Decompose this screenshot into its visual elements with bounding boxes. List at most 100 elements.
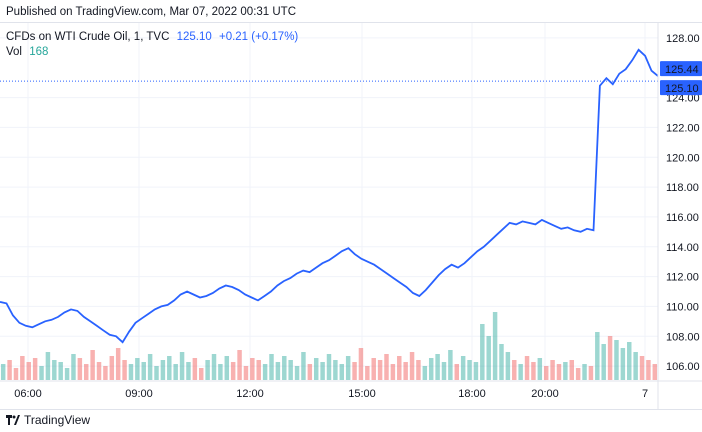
chart-area[interactable]: 106.00 108.00 110.00 112.00 114.00 116.00 118.… (0, 22, 702, 410)
x-axis: 06:00 09:00 12:00 15:00 18:00 20:00 7 (0, 380, 702, 400)
volume-bar (186, 362, 191, 380)
volume-bar (441, 362, 447, 380)
volume-value: 168 (29, 46, 49, 58)
x-tick-label: 06:00 (14, 388, 42, 400)
volume-bar (84, 364, 89, 380)
volume-bar (499, 344, 504, 380)
volume-bar (237, 350, 242, 380)
volume-bar (307, 364, 313, 380)
volume-bar (58, 362, 63, 380)
x-tick-label: 09:00 (125, 388, 153, 400)
volume-bar (358, 348, 364, 380)
volume-bar (575, 368, 581, 380)
volume-bar (288, 360, 293, 380)
volume-bar (595, 332, 600, 380)
volume-bar (211, 354, 217, 380)
change-value: +0.21 (+0.17%) (218, 31, 299, 43)
volume-bar (52, 360, 57, 380)
volume-bar (109, 356, 115, 380)
volume-bar (620, 348, 626, 380)
volume-bars (0, 312, 658, 380)
grid (0, 23, 658, 381)
volume-bar (646, 360, 651, 380)
brand-name: TradingView (24, 413, 91, 427)
volume-bar (313, 358, 319, 380)
price-label: 125.10 (665, 83, 699, 95)
volume-bar (135, 358, 140, 380)
y-tick-label: 114.00 (666, 242, 699, 254)
volume-bar (403, 362, 408, 380)
volume-bar (505, 352, 511, 380)
volume-bar (601, 344, 606, 380)
volume-bar (45, 352, 51, 380)
volume-bar (467, 360, 472, 380)
y-tick-label: 128.00 (666, 33, 700, 45)
volume-bar (333, 360, 338, 380)
y-tick-label: 112.00 (666, 272, 699, 284)
volume-bar (454, 364, 460, 380)
x-tick-label: 12:00 (236, 388, 264, 400)
volume-bar (167, 356, 172, 380)
price-labels: 125.44 125.10 (660, 61, 702, 96)
volume-bar (652, 364, 658, 380)
last-value: 125.10 (176, 31, 212, 43)
volume-bar (569, 360, 574, 380)
price-chart: 106.00 108.00 110.00 112.00 114.00 116.00 118.… (0, 23, 702, 409)
volume-bar (0, 364, 6, 380)
volume-bar (473, 362, 479, 380)
volume-bar (20, 356, 25, 380)
volume-bar (607, 336, 613, 380)
volume-bar (147, 354, 153, 380)
y-tick-label: 122.00 (666, 122, 700, 134)
y-tick-label: 110.00 (666, 301, 699, 313)
volume-bar (582, 364, 587, 380)
volume-bar (205, 360, 210, 380)
tradingview-logo-icon (6, 415, 20, 425)
volume-bar (486, 336, 491, 380)
volume-bar (390, 364, 396, 380)
volume-bar (531, 362, 536, 380)
volume-bar (326, 354, 332, 380)
volume-bar (435, 354, 440, 380)
published-caption: Published on TradingView.com, Mar 07, 20… (6, 6, 297, 18)
volume-bar (537, 358, 543, 380)
volume-bar (192, 358, 198, 380)
volume-bar (103, 366, 108, 380)
volume-bar (345, 356, 351, 380)
volume-bar (26, 362, 31, 380)
volume-bar (639, 356, 645, 380)
volume-bar (416, 360, 421, 380)
x-tick-label: 20:00 (531, 388, 559, 400)
price-label-box (660, 61, 702, 77)
price-label: 125.44 (665, 64, 699, 76)
volume-bar (339, 364, 345, 380)
volume-bar (422, 366, 428, 380)
price-line (0, 48, 659, 344)
symbol-title[interactable]: CFDs on WTI Crude Oil, 1, TVC (6, 31, 170, 43)
volume-bar (492, 312, 498, 380)
legend: CFDs on WTI Crude Oil, 1, TVC 125.10 +0.… (6, 30, 298, 60)
volume-bar (633, 352, 638, 380)
y-tick-label: 118.00 (666, 182, 699, 194)
volume-bar (460, 356, 466, 380)
volume-bar (128, 364, 134, 380)
volume-bar (550, 360, 555, 380)
y-tick-label: 106.00 (666, 361, 700, 373)
x-tick-label: 18:00 (458, 388, 486, 400)
y-tick-label: 108.00 (666, 331, 700, 343)
volume-bar (524, 356, 530, 380)
volume-bar (448, 350, 453, 380)
volume-bar (294, 366, 300, 380)
volume-bar (301, 352, 306, 380)
volume-bar (384, 354, 389, 380)
footer[interactable]: TradingView (6, 411, 90, 429)
volume-label[interactable]: Vol (6, 46, 22, 58)
volume-bar (32, 358, 38, 380)
volume-bar (256, 360, 261, 380)
volume-bar (230, 362, 236, 380)
volume-bar (224, 356, 230, 380)
volume-bar (198, 368, 204, 380)
volume-bar (588, 366, 594, 380)
x-tick-label: 15:00 (348, 388, 376, 400)
volume-bar (115, 348, 121, 380)
